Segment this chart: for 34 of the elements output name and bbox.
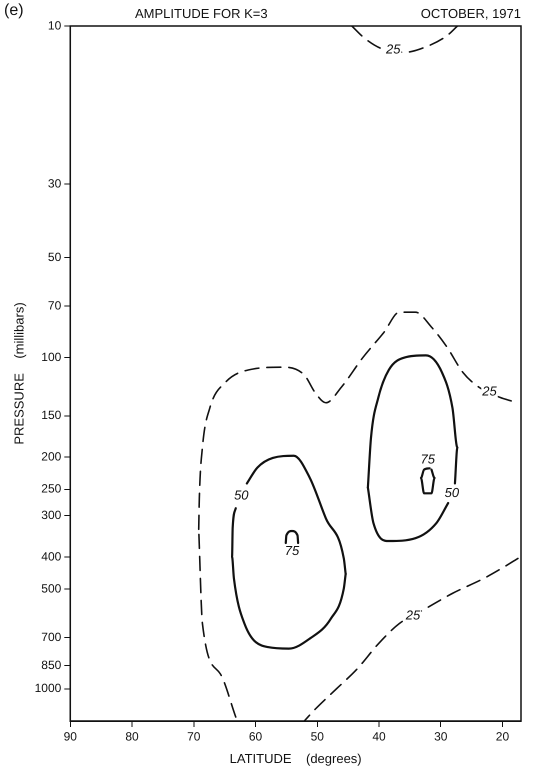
y-tick-label: 300 <box>41 508 62 522</box>
y-tick-label: 50 <box>48 250 62 264</box>
annotation: 25 <box>404 608 421 623</box>
y-tick-label: 500 <box>41 581 62 596</box>
annotation: 50 <box>444 484 460 500</box>
y-tick-label: 100 <box>41 350 62 364</box>
y-tick-label: 850 <box>41 658 62 672</box>
y-tick-label: 10 <box>48 18 62 32</box>
annotation: 75 <box>284 543 300 558</box>
annotation: 75 <box>420 452 436 467</box>
y-tick-label: 1000 <box>34 681 62 696</box>
y-tick-label: 30 <box>48 176 62 190</box>
x-tick-label: 40 <box>372 730 386 744</box>
y-tick-label: 200 <box>41 450 62 464</box>
x-tick-label: 50 <box>310 730 324 744</box>
y-axis-title: PRESSURE (millibars) <box>11 302 26 445</box>
x-tick-label: 90 <box>64 730 78 744</box>
annotation: 25 <box>384 41 402 56</box>
y-tick-label: 250 <box>41 482 62 496</box>
x-tick-label: 60 <box>248 730 263 744</box>
annotation: 50 <box>234 488 250 503</box>
x-tick-label: 20 <box>496 730 510 744</box>
y-tick-label: 70 <box>48 298 62 312</box>
annotation: 25 <box>481 383 498 398</box>
chart-title: AMPLITUDE FOR K=3 <box>135 6 268 21</box>
x-tick-label: 70 <box>187 730 201 744</box>
y-tick-label: 150 <box>41 408 62 422</box>
x-tick-label: 80 <box>125 730 140 744</box>
text: (e) <box>4 2 24 20</box>
x-axis-title: LATITUDE (degrees) <box>230 750 362 766</box>
y-tick-label: 700 <box>41 630 62 644</box>
chart-subtitle: OCTOBER, 1971 <box>420 6 521 21</box>
x-tick-label: 30 <box>434 730 448 744</box>
y-tick-label: 400 <box>41 549 62 564</box>
